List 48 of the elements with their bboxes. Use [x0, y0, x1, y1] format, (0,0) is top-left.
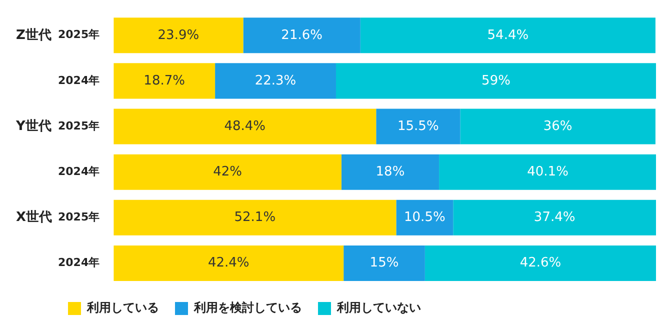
y-tick-label: 2024年: [58, 256, 100, 270]
y-tick-label: 2024年: [58, 74, 100, 87]
data-label: 18%: [376, 164, 405, 180]
data-label: 48.4%: [224, 118, 266, 134]
data-label: 52.1%: [234, 210, 276, 226]
bar: [215, 63, 336, 99]
text: Y世代: [15, 118, 52, 134]
data-label: 54.4%: [487, 28, 529, 43]
bar: [460, 108, 656, 144]
bar: [336, 63, 656, 99]
bar: [396, 200, 454, 236]
data-label: 10.5%: [404, 210, 446, 226]
data-label: 42.4%: [208, 256, 250, 271]
legend-label: 利用を検討している: [193, 300, 302, 315]
bar: [453, 200, 656, 236]
data-label: 42.6%: [520, 256, 562, 271]
text: Z世代: [16, 28, 52, 43]
bar: [243, 18, 360, 54]
data-label: 59%: [482, 73, 510, 88]
data-label: 23.9%: [158, 28, 200, 43]
bar: [439, 154, 656, 190]
bar: [424, 245, 656, 281]
data-label: 40.1%: [527, 164, 568, 180]
y-tick-label: 2025年: [58, 119, 100, 132]
bar: [114, 154, 342, 190]
data-label: 22.3%: [254, 73, 296, 88]
bar: [114, 245, 344, 281]
bar: [114, 108, 376, 144]
data-label: 21.6%: [281, 28, 322, 43]
data-label: 37.4%: [534, 210, 576, 226]
data-label: 36%: [543, 118, 572, 134]
legend-label: 利用していない: [336, 300, 421, 315]
bar: [114, 200, 396, 236]
data-label: 42%: [213, 164, 242, 180]
text: X世代: [16, 210, 52, 226]
data-label: 15%: [370, 256, 399, 271]
bar: [341, 154, 440, 190]
bar: [376, 108, 460, 144]
bar: [360, 18, 656, 54]
bar: [114, 63, 216, 99]
data-label: 18.7%: [144, 73, 185, 88]
y-tick-label: 2025年: [58, 210, 100, 224]
legend-label: 利用している: [86, 300, 159, 315]
bar: [114, 18, 244, 54]
bar: [344, 245, 425, 281]
y-tick-label: 2024年: [58, 164, 100, 178]
y-tick-label: 2025年: [58, 28, 100, 42]
data-label: 15.5%: [398, 118, 439, 134]
